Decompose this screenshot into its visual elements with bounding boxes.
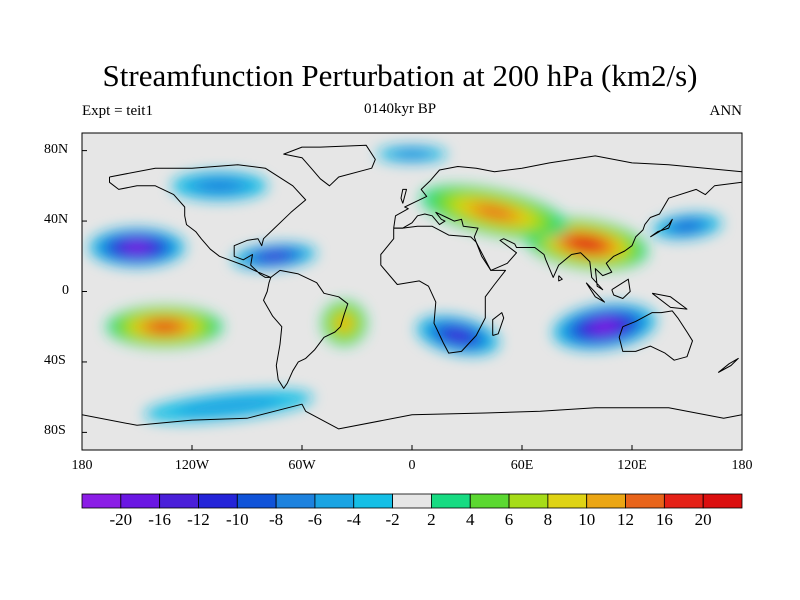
coastline [380, 225, 506, 354]
x-tick-label: 60W [288, 458, 316, 473]
coastlines [82, 144, 742, 430]
coastline [585, 282, 605, 303]
colorbar-label: 6 [504, 510, 514, 529]
colorbar-swatch [159, 493, 199, 509]
time-label: 0140kyr BP [363, 101, 437, 117]
colorbar-label: -16 [148, 510, 171, 529]
colorbar-label: -8 [269, 510, 284, 529]
colorbar-swatch [81, 493, 122, 509]
y-tick-label: 0 [62, 282, 69, 298]
colorbar-swatch [392, 493, 432, 509]
colorbar-label: -20 [109, 510, 133, 529]
x-tick-label: 180 [71, 458, 93, 473]
y-tick-label: 80S [44, 423, 66, 439]
contour-band [128, 243, 146, 251]
coastline [283, 144, 376, 187]
y-tick-label: 40S [44, 352, 66, 368]
colorbar-swatch [547, 493, 588, 509]
coastline [393, 155, 742, 291]
contour-band [198, 179, 241, 193]
colorbar-label: -12 [187, 510, 210, 529]
colorbar-label: 4 [465, 510, 475, 529]
x-tick-label: 60E [510, 458, 534, 473]
chart-title: Streamfunction Perturbation at 200 hPa (… [102, 58, 698, 93]
coastline [558, 275, 563, 282]
colorbar-swatch [663, 493, 704, 509]
coastline [82, 403, 742, 430]
colorbar-label: 2 [427, 510, 436, 529]
colorbar-label: 8 [543, 510, 553, 529]
colorbar-swatch [469, 493, 510, 509]
coastline [492, 312, 505, 336]
colorbar-swatch [198, 493, 238, 509]
colorbar-swatch [236, 493, 277, 509]
colorbar-swatch [431, 493, 471, 509]
contour-band [476, 205, 513, 219]
coastline [618, 310, 693, 361]
coastline [611, 278, 631, 299]
contour-band [574, 239, 598, 249]
coastline [651, 292, 688, 310]
colorbar-label: 20 [694, 510, 712, 529]
contour-field [89, 146, 722, 422]
colorbar-swatch [275, 493, 316, 509]
x-tick-label: 0 [408, 458, 416, 473]
colorbar-label: 16 [655, 510, 673, 529]
contour-band [152, 322, 177, 331]
colorbar-swatch [625, 493, 665, 509]
contour-band [674, 221, 700, 231]
y-tick-label: 40N [44, 212, 69, 228]
colorbar-label: -4 [346, 510, 361, 529]
x-tick-label: 120W [174, 458, 210, 473]
experiment-label: Expt = teit1 [82, 103, 153, 119]
coastline [109, 164, 307, 278]
colorbar-swatch [508, 493, 549, 509]
colorbar-label: -10 [225, 510, 249, 529]
season-label: ANN [709, 103, 743, 119]
contour-band [447, 330, 468, 341]
coastline [400, 188, 407, 204]
colorbar-swatch [314, 493, 355, 509]
x-tick-label: 120E [617, 458, 647, 473]
colorbar-label: 10 [578, 510, 596, 529]
colorbar-swatch [353, 493, 393, 509]
contour-band [396, 150, 428, 158]
y-tick-label: 80N [44, 141, 69, 157]
contour-band [264, 253, 285, 260]
colorbar-swatch [586, 493, 626, 509]
colorbar-label: 12 [617, 510, 635, 529]
colorbar-label: -2 [385, 510, 400, 529]
coastline [717, 357, 739, 373]
colorbar-label: -6 [307, 510, 323, 529]
x-tick-label: 180 [731, 458, 753, 473]
coastline [650, 218, 673, 238]
coastline [263, 269, 349, 389]
colorbar-swatch [120, 493, 161, 509]
contour-band [176, 396, 281, 416]
colorbar-swatch [702, 493, 743, 509]
contour-band [594, 322, 615, 332]
